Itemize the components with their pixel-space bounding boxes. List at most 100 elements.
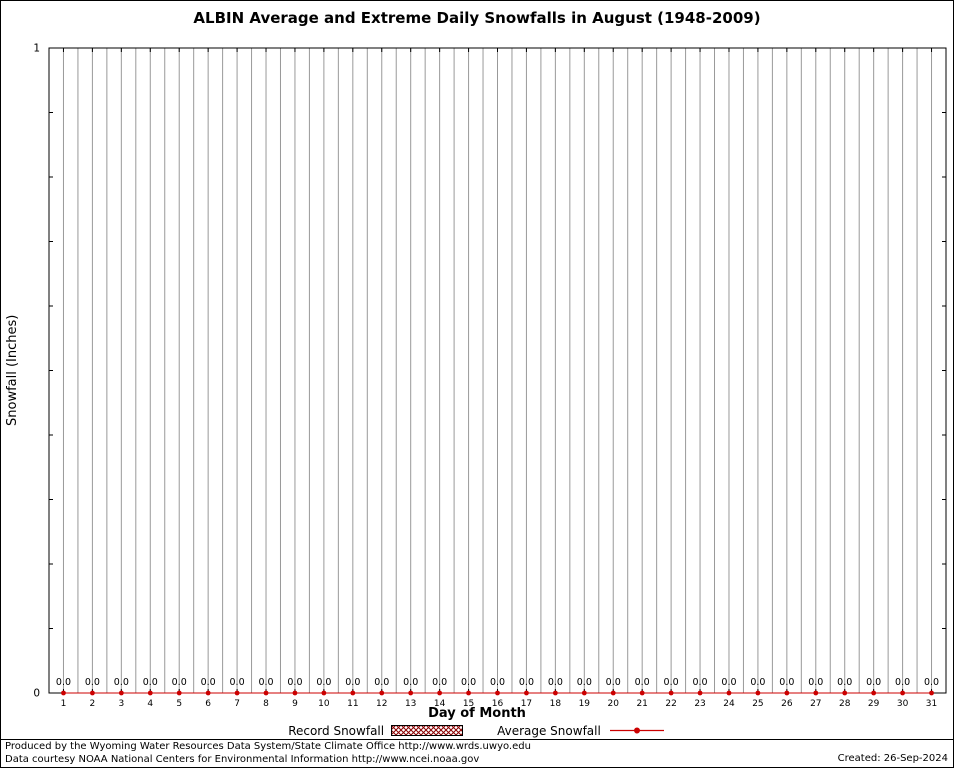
average-snowfall-point <box>61 690 66 696</box>
x-tick-label: 6 <box>205 699 211 709</box>
x-tick-label: 25 <box>752 699 763 709</box>
average-snowfall-point <box>292 690 298 696</box>
x-tick-label: 10 <box>318 699 330 709</box>
footer-credit-wrds: Produced by the Wyoming Water Resources … <box>5 741 531 752</box>
point-label: 0.0 <box>692 677 707 688</box>
gridlines <box>62 48 933 693</box>
average-snowfall-swatch <box>609 727 664 734</box>
legend-record-label: Record Snowfall <box>288 723 385 738</box>
x-tick-label: 8 <box>263 699 269 709</box>
footer-divider <box>1 739 953 740</box>
created-date: Created: 26-Sep-2024 <box>837 753 948 764</box>
x-tick-label: 21 <box>636 699 647 709</box>
point-labels: 0.0 0.0 0.0 0.0 0.0 0.0 0.0 0.0 0.0 0.0 0.0 0.0 0.0 0… <box>56 677 939 688</box>
point-label: 0.0 <box>866 677 881 688</box>
point-label: 0.0 <box>837 677 852 688</box>
average-snowfall-point <box>437 690 443 696</box>
point-label: 0.0 <box>750 677 765 688</box>
point-label: 0.0 <box>461 677 476 688</box>
point-label: 0.0 <box>924 677 939 688</box>
x-tick-label: 12 <box>376 699 387 709</box>
x-tick-label: 31 <box>926 699 937 709</box>
point-label: 0.0 <box>577 677 592 688</box>
x-tick-label: 1 <box>61 699 67 709</box>
legend-item-record: Record Snowfall <box>288 723 464 738</box>
average-snowfall-point <box>234 690 240 696</box>
legend-average-label: Average Snowfall <box>497 723 601 738</box>
average-snowfall-point <box>118 690 124 696</box>
record-swatch-box <box>391 725 464 736</box>
chart-title: ALBIN Average and Extreme Daily Snowfall… <box>193 9 761 27</box>
record-snowfall-swatch <box>391 725 464 736</box>
x-tick-label: 9 <box>292 699 298 709</box>
point-label: 0.0 <box>172 677 187 688</box>
average-snowfall-point <box>610 690 616 696</box>
point-label: 0.0 <box>664 677 679 688</box>
x-tick-label: 4 <box>147 699 153 709</box>
x-tick-label: 16 <box>492 699 504 709</box>
average-snowfall-point <box>90 690 95 696</box>
y-tick-label: 0 <box>33 688 40 700</box>
point-label: 0.0 <box>808 677 823 688</box>
average-snowfall-point <box>408 690 414 696</box>
point-label: 0.0 <box>345 677 360 688</box>
average-snowfall-point <box>176 690 182 696</box>
average-snowfall-point <box>726 690 732 696</box>
x-tick-label: 3 <box>118 699 124 709</box>
x-tick-label: 15 <box>463 699 474 709</box>
point-label: 0.0 <box>403 677 418 688</box>
x-axis-title: Day of Month <box>428 706 526 721</box>
x-tick-label: 13 <box>405 699 416 709</box>
point-label: 0.0 <box>721 677 736 688</box>
x-tick-label: 22 <box>665 699 676 709</box>
average-swatch-point <box>633 727 640 734</box>
x-tick-label: 24 <box>723 699 735 709</box>
x-tick-label: 2 <box>90 699 96 709</box>
point-label: 0.0 <box>143 677 158 688</box>
x-tick-label: 7 <box>234 699 240 709</box>
point-label: 0.0 <box>548 677 563 688</box>
average-snowfall-point <box>466 690 471 696</box>
point-label: 0.0 <box>230 677 245 688</box>
average-snowfall-point <box>205 690 211 696</box>
x-tick-label: 29 <box>868 699 880 709</box>
x-tick-label: 27 <box>810 699 821 709</box>
average-snowfall-point <box>784 690 790 696</box>
point-label: 0.0 <box>779 677 794 688</box>
average-snowfall-point <box>379 690 385 696</box>
average-snowfall-point <box>350 690 356 696</box>
point-label: 0.0 <box>635 677 650 688</box>
average-snowfall-points <box>61 690 934 696</box>
x-tick-label: 17 <box>521 699 532 709</box>
point-label: 0.0 <box>316 677 331 688</box>
average-snowfall-point <box>813 690 819 696</box>
average-snowfall-point <box>668 690 674 696</box>
average-snowfall-point <box>321 690 327 696</box>
average-snowfall-point <box>900 690 905 696</box>
x-tick-label: 18 <box>550 699 562 709</box>
x-tick-label: 19 <box>579 699 591 709</box>
average-snowfall-point <box>639 690 645 696</box>
average-snowfall-point <box>495 690 500 696</box>
y-tick-label: 1 <box>33 43 40 55</box>
average-snowfall-point <box>697 690 703 696</box>
legend-item-average: Average Snowfall <box>497 724 666 738</box>
x-tick-label: 5 <box>176 699 182 709</box>
footer-credit-noaa: Data courtesy NOAA National Centers for … <box>5 754 480 765</box>
point-label: 0.0 <box>519 677 534 688</box>
x-tick-label: 28 <box>839 699 851 709</box>
legend: Record Snowfall Average Snowfall <box>1 723 953 738</box>
x-tick-label: 20 <box>608 699 620 709</box>
point-label: 0.0 <box>287 677 302 688</box>
point-label: 0.0 <box>374 677 389 688</box>
average-snowfall-point <box>929 690 934 696</box>
average-snowfall-point <box>842 690 848 696</box>
average-snowfall-point <box>524 690 529 696</box>
point-label: 0.0 <box>606 677 621 688</box>
point-label: 0.0 <box>56 677 71 688</box>
x-tick-label: 30 <box>897 699 909 709</box>
x-tick-label: 23 <box>694 699 705 709</box>
point-label: 0.0 <box>490 677 505 688</box>
point-label: 0.0 <box>258 677 273 688</box>
